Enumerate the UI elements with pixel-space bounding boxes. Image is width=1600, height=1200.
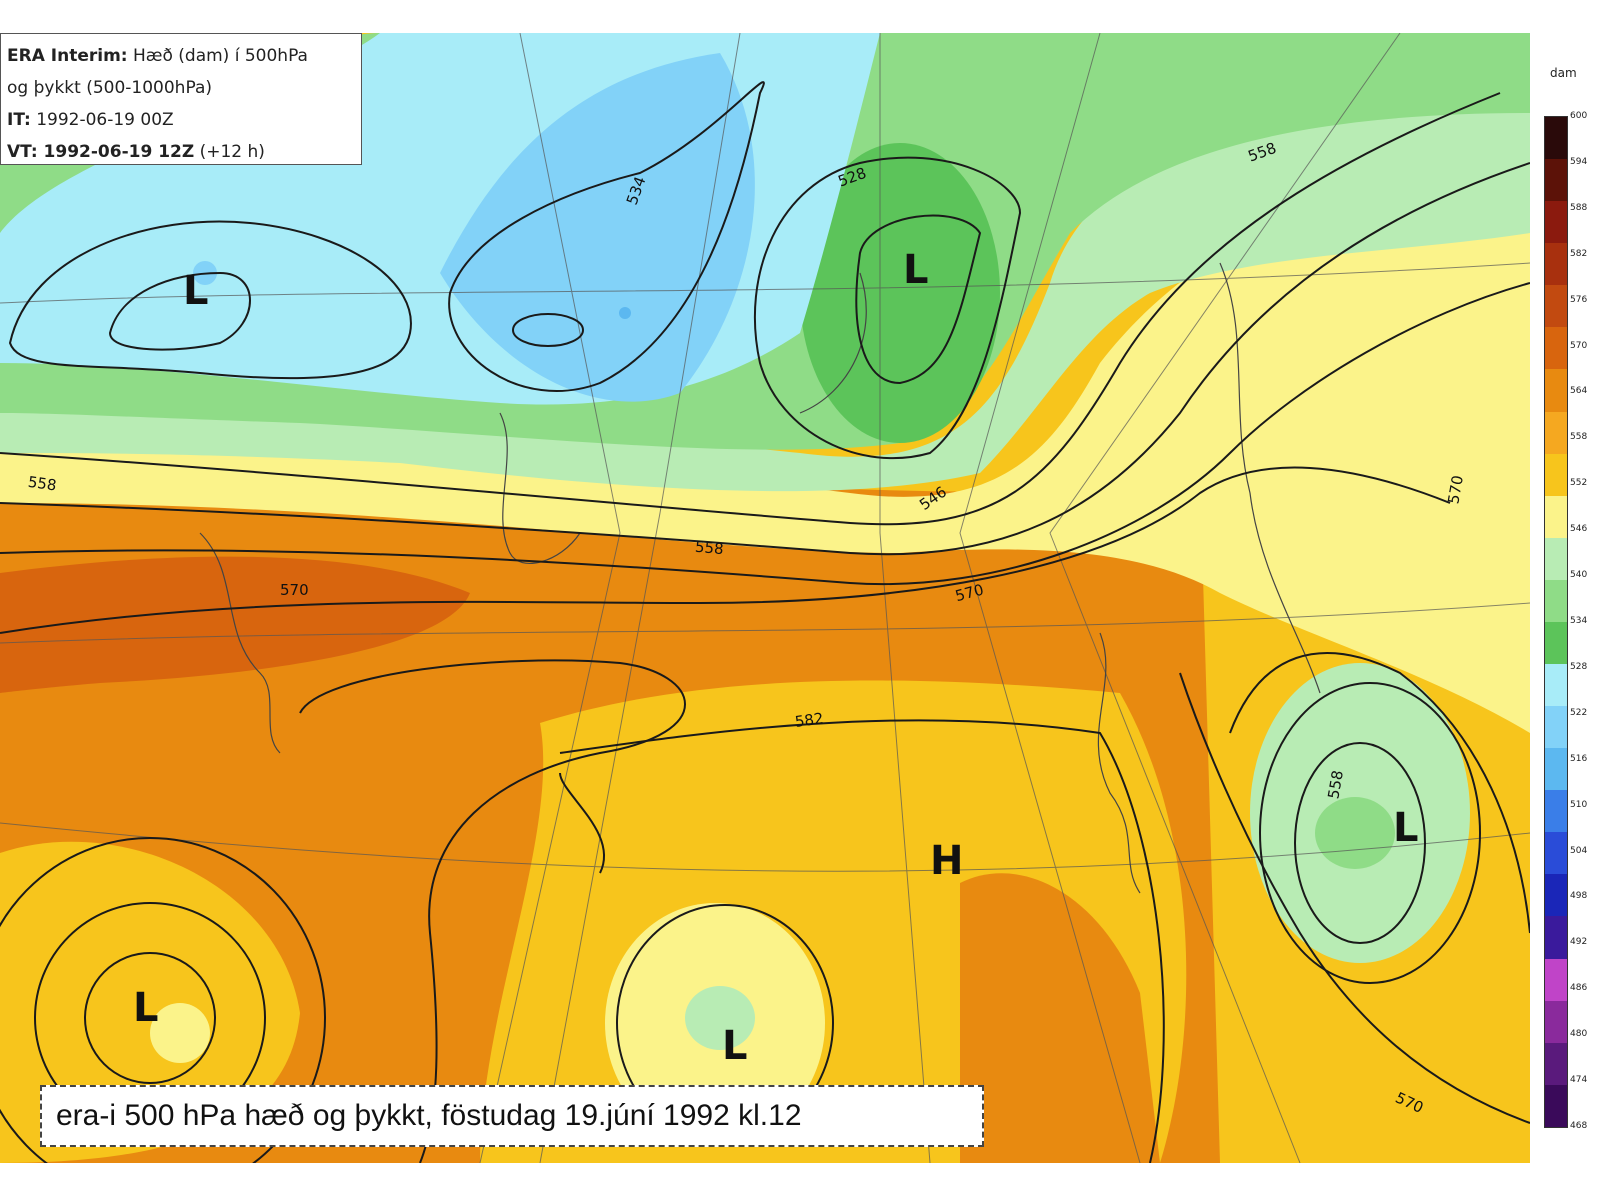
colorbar-tick-label: 480 xyxy=(1570,1029,1588,1040)
colorbar-segment xyxy=(1545,1042,1567,1085)
low-label: L xyxy=(722,1023,748,1069)
low-sw-core xyxy=(150,1003,210,1063)
colorbar-tick-label: 468 xyxy=(1570,1121,1588,1131)
colorbar-segment xyxy=(1545,327,1567,370)
high-label: H xyxy=(930,838,964,884)
low-label: L xyxy=(183,268,209,314)
colorbar-segment xyxy=(1545,748,1567,791)
colorbar-tick-label: 498 xyxy=(1570,891,1588,902)
contour-label: 570 xyxy=(1444,474,1467,505)
colorbar xyxy=(1544,116,1568,1128)
colorbar-segment xyxy=(1545,916,1567,959)
colorbar-segment xyxy=(1545,706,1567,749)
colorbar-tick-label: 534 xyxy=(1570,616,1588,626)
colorbar-segment xyxy=(1545,958,1567,1001)
vt-label: VT: 1992-06-19 12Z xyxy=(7,142,195,162)
colorbar-tick-label: 516 xyxy=(1570,753,1588,764)
colorbar-segment xyxy=(1545,579,1567,622)
colorbar-segment xyxy=(1545,411,1567,454)
colorbar-tick-label: 582 xyxy=(1570,248,1588,259)
blue-spot-center xyxy=(619,307,631,319)
colorbar-segment xyxy=(1545,495,1567,538)
colorbar-segment xyxy=(1545,537,1567,580)
colorbar-tick-label: 474 xyxy=(1570,1075,1588,1086)
colorbar-segment xyxy=(1545,790,1567,833)
colorbar-segment xyxy=(1545,117,1567,160)
colorbar-segment xyxy=(1545,1084,1567,1127)
colorbar-segment xyxy=(1545,201,1567,244)
contour-label: 582 xyxy=(794,709,825,731)
model-label: ERA Interim: xyxy=(7,46,128,66)
weather-map: 534 528 558 546 558 570 570 558 570 582 … xyxy=(0,33,1530,1163)
contour-label: 558 xyxy=(1324,769,1347,800)
colorbar-segment xyxy=(1545,159,1567,202)
colorbar-tick-label: 570 xyxy=(1570,340,1588,351)
caption-box: era-i 500 hPa hæð og þykkt, föstudag 19.… xyxy=(40,1085,984,1147)
contour-label: 570 xyxy=(280,581,309,599)
coastlines xyxy=(199,262,1321,894)
colorbar-unit: dam xyxy=(1550,66,1577,80)
title-line2: og þykkt (500-1000hPa) xyxy=(7,78,212,98)
low-s-mint xyxy=(685,986,755,1050)
low-label: L xyxy=(1393,805,1419,851)
contour-label: 558 xyxy=(694,538,724,558)
colorbar-tick-label: 600 xyxy=(1570,111,1588,121)
colorbar-tick-label: 588 xyxy=(1570,202,1588,213)
low-e-green xyxy=(1315,797,1395,869)
it-label: IT: xyxy=(7,110,31,130)
colorbar-tick-label: 504 xyxy=(1570,845,1588,856)
it-value: 1992-06-19 00Z xyxy=(36,110,174,130)
low-label: L xyxy=(133,985,159,1031)
contour-label: 558 xyxy=(27,473,58,495)
height-contours xyxy=(0,81,1530,1163)
colorbar-segment xyxy=(1545,664,1567,707)
colorbar-tick-label: 552 xyxy=(1570,478,1588,489)
low-sw-warm xyxy=(0,841,300,1163)
low-label: L xyxy=(903,247,929,293)
colorbar-tick-label: 486 xyxy=(1570,983,1588,994)
colorbar-segment xyxy=(1545,1000,1567,1043)
colorbar-tick-label: 564 xyxy=(1570,386,1588,397)
colorbar-segment xyxy=(1545,453,1567,496)
colorbar-segment xyxy=(1545,832,1567,875)
colorbar-segment xyxy=(1545,285,1567,328)
vt-rest: (+12 h) xyxy=(199,142,265,162)
low-n-green-core xyxy=(800,143,1000,443)
colorbar-segment xyxy=(1545,874,1567,917)
colorbar-segment xyxy=(1545,243,1567,286)
title-line1: Hæð (dam) í 500hPa xyxy=(133,46,308,66)
colorbar-segment xyxy=(1545,369,1567,412)
colorbar-tick-label: 492 xyxy=(1570,937,1588,948)
colorbar-tick-label: 546 xyxy=(1570,524,1588,535)
hot-region-right xyxy=(960,873,1160,1163)
colorbar-tick-label: 522 xyxy=(1570,707,1588,718)
colorbar-tick-label: 594 xyxy=(1570,156,1588,167)
colorbar-tick-label: 510 xyxy=(1570,799,1588,810)
colorbar-tick-label: 540 xyxy=(1570,570,1588,581)
colorbar-segment xyxy=(1545,621,1567,665)
graticule xyxy=(0,33,1530,1163)
map-title-box: ERA Interim: Hæð (dam) í 500hPa og þykkt… xyxy=(0,33,362,165)
colorbar-tick-label: 528 xyxy=(1570,661,1588,672)
colorbar-tick-label: 558 xyxy=(1570,432,1588,443)
colorbar-tick-label: 576 xyxy=(1570,294,1588,305)
